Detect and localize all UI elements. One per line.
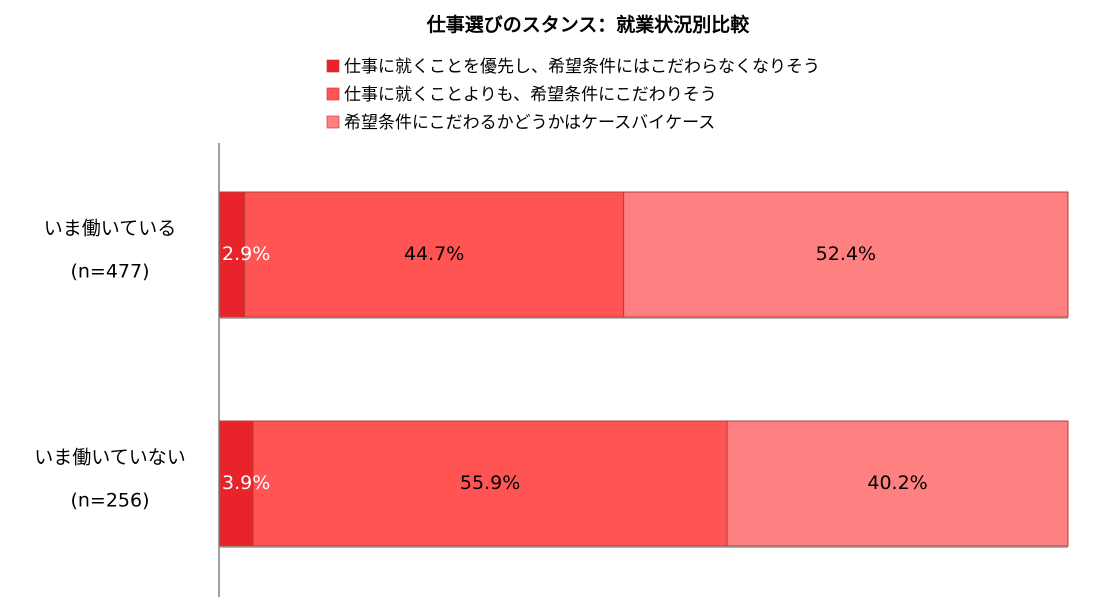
bar-segment [252,420,728,547]
category-label: いま働いている [44,218,176,240]
bar-segment [623,191,1069,318]
legend-label: 仕事に就くことを優先し、希望条件にはこだわらなくなりそう [344,57,820,77]
chart-title: 仕事選びのスタンス：就業状況別比較 [426,13,751,36]
bars [219,191,1069,548]
bar-segment [219,420,254,547]
legend-swatch [326,59,340,73]
legend: 仕事に就くことを優先し、希望条件にはこだわらなくなりそう仕事に就くことよりも、希… [326,57,820,133]
data-label: 3.9% [222,472,270,494]
legend-label: 希望条件にこだわるかどうかはケースバイケース [344,113,715,133]
category-n-label: (n=256) [70,490,149,512]
bar-segment [244,191,625,318]
data-label: 52.4% [816,243,876,265]
legend-swatch [326,115,340,129]
category-n-label: (n=477) [70,261,149,283]
data-label: 40.2% [867,472,927,494]
data-label: 55.9% [460,472,520,494]
data-label: 44.7% [404,243,464,265]
category-labels: いま働いている (n=477) いま働いていない (n=256) [34,218,185,512]
category-label: いま働いていない [34,447,185,469]
legend-label: 仕事に就くことよりも、希望条件にこだわりそう [344,85,717,105]
data-label: 2.9% [222,243,270,265]
legend-swatch [326,87,340,101]
data-labels: 2.9% 44.7% 52.4% 3.9% 55.9% 40.2% [222,243,928,494]
bar-segment [726,420,1069,547]
